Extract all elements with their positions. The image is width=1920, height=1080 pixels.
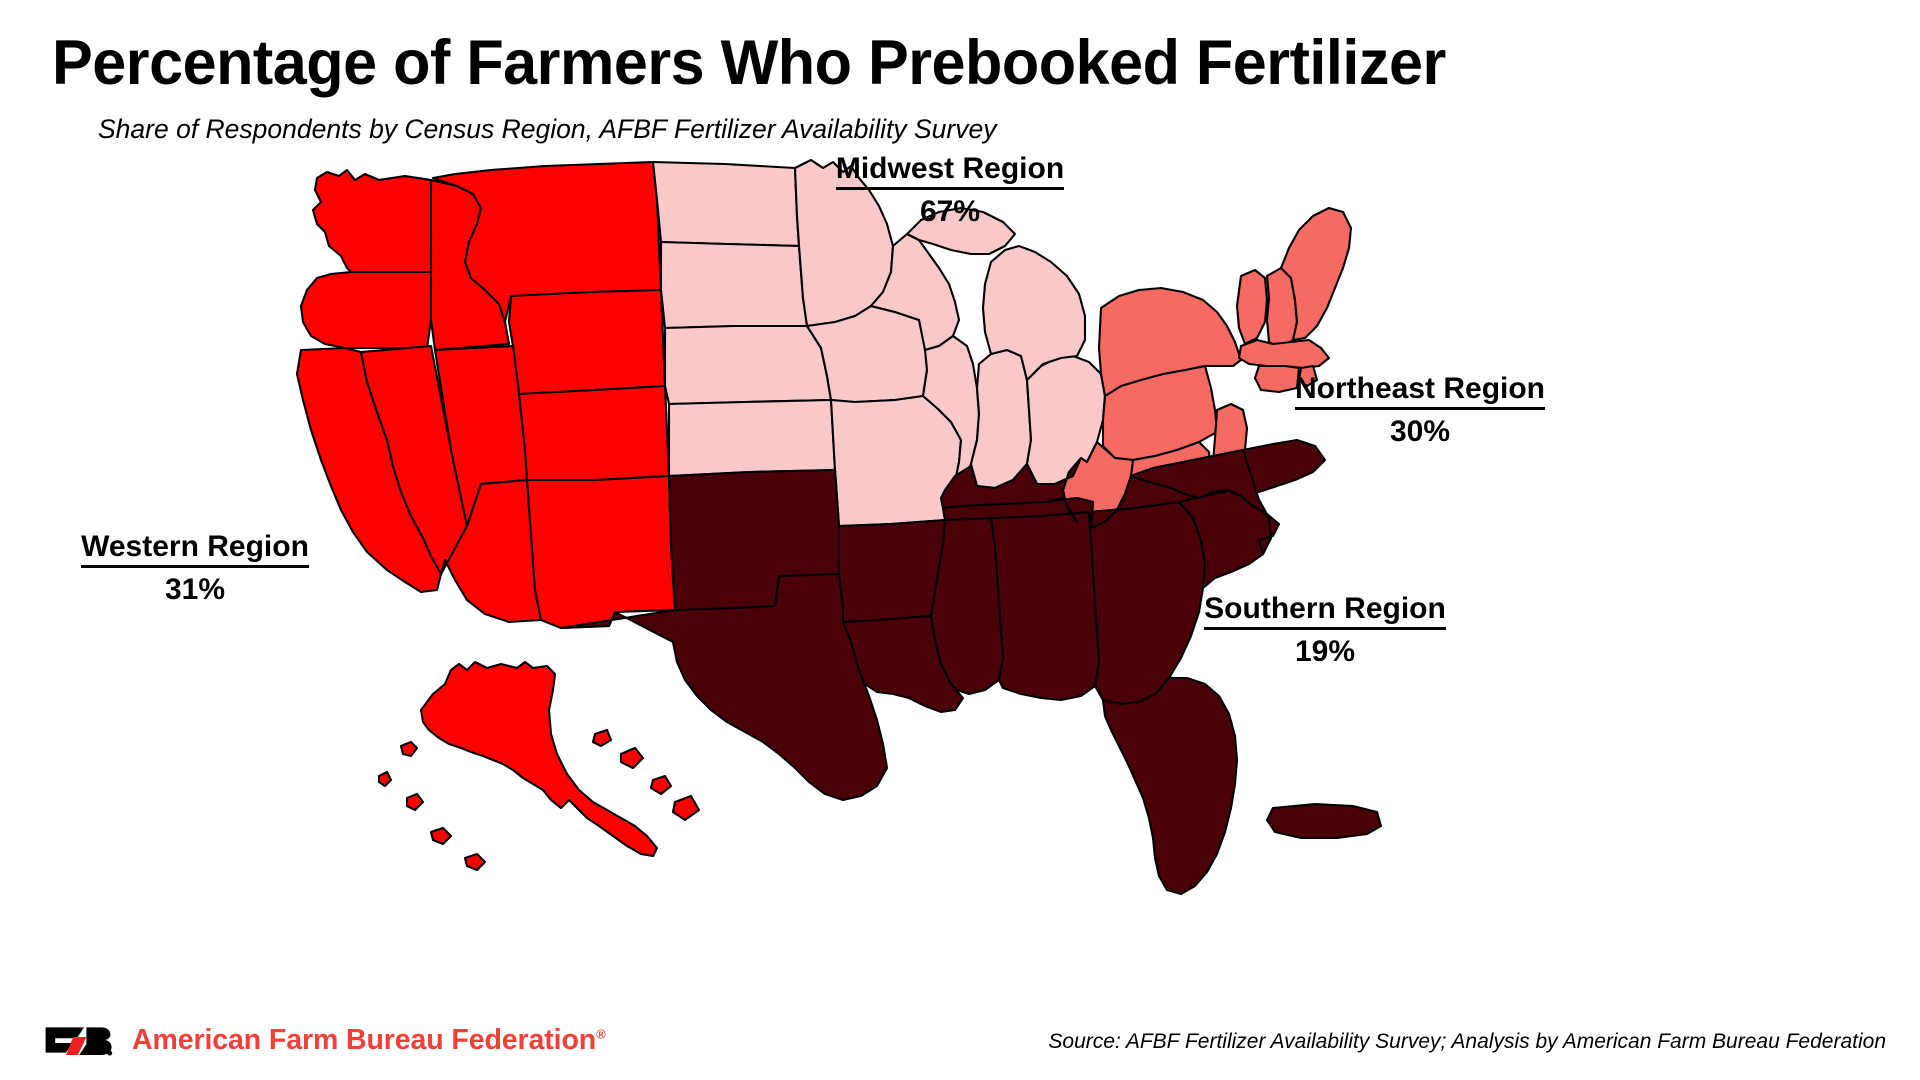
state-ny[interactable] — [1099, 288, 1241, 396]
registered-mark: ® — [596, 1026, 606, 1041]
callout-southern-value: 19% — [1294, 634, 1356, 668]
state-ak-island-5[interactable] — [465, 854, 485, 870]
state-nd[interactable] — [653, 162, 799, 246]
callout-midwest-label: Midwest Region — [835, 152, 1065, 190]
state-mi-lower[interactable] — [983, 246, 1085, 380]
region-western — [297, 162, 699, 870]
callout-midwest: Midwest Region 67% — [800, 152, 1100, 228]
state-ak-island-1[interactable] — [401, 742, 417, 756]
region-southern — [561, 440, 1381, 894]
region-midwest — [653, 160, 1105, 526]
state-az[interactable] — [441, 480, 541, 622]
state-wa[interactable] — [313, 170, 433, 272]
state-in[interactable] — [971, 350, 1031, 488]
farm-bureau-fb-icon — [45, 1027, 113, 1056]
state-hi-3[interactable] — [651, 776, 671, 794]
callout-northeast-label: Northeast Region — [1294, 372, 1546, 410]
callout-western-label: Western Region — [81, 530, 309, 568]
state-me[interactable] — [1281, 208, 1351, 340]
callout-southern-label: Southern Region — [1204, 592, 1446, 630]
state-ak-island-4[interactable] — [431, 828, 451, 844]
state-hi-1[interactable] — [593, 730, 611, 746]
state-fl[interactable] — [1103, 678, 1237, 894]
state-hi-2[interactable] — [621, 748, 643, 768]
state-ak[interactable] — [421, 662, 657, 856]
callout-midwest-value: 67% — [919, 194, 981, 228]
state-vt[interactable] — [1237, 270, 1267, 344]
state-va[interactable] — [1131, 450, 1279, 554]
source-note: Source: AFBF Fertilizer Availability Sur… — [1048, 1030, 1886, 1053]
state-hi-4[interactable] — [673, 796, 699, 820]
state-pr[interactable] — [1267, 804, 1381, 838]
callout-northeast: Northeast Region 30% — [1255, 372, 1585, 448]
state-mo[interactable] — [831, 396, 961, 526]
callout-western-value: 31% — [164, 572, 226, 606]
callout-northeast-value: 30% — [1389, 414, 1451, 448]
state-ok[interactable] — [669, 470, 839, 610]
state-or[interactable] — [301, 272, 431, 348]
state-co[interactable] — [519, 386, 669, 480]
state-mi-upper[interactable] — [907, 208, 1015, 254]
state-ak-island-3[interactable] — [407, 794, 423, 810]
page-subtitle: Share of Respondents by Census Region, A… — [98, 114, 997, 144]
page-title: Percentage of Farmers Who Prebooked Fert… — [52, 28, 1446, 98]
state-sd[interactable] — [661, 242, 807, 328]
afbf-logo: American Farm Bureau Federation® — [42, 1018, 606, 1062]
callout-southern: Southern Region 19% — [1165, 592, 1485, 668]
state-ri[interactable] — [1299, 366, 1317, 386]
state-al[interactable] — [991, 512, 1099, 700]
state-ks[interactable] — [669, 400, 835, 476]
state-ct[interactable] — [1255, 366, 1299, 392]
state-ky[interactable] — [941, 458, 1081, 522]
callout-western: Western Region 31% — [40, 530, 350, 606]
state-ne[interactable] — [665, 326, 831, 404]
afbf-logo-text: American Farm Bureau Federation® — [132, 1024, 606, 1057]
us-map-svg — [255, 150, 1395, 1010]
state-ar[interactable] — [839, 520, 945, 622]
state-ak-island-2[interactable] — [379, 772, 391, 786]
afbf-logo-name: American Farm Bureau Federation — [132, 1023, 597, 1056]
us-choropleth-map — [255, 150, 1395, 1010]
state-wy[interactable] — [509, 290, 665, 394]
state-ma[interactable] — [1239, 340, 1329, 368]
state-nm[interactable] — [527, 476, 675, 628]
